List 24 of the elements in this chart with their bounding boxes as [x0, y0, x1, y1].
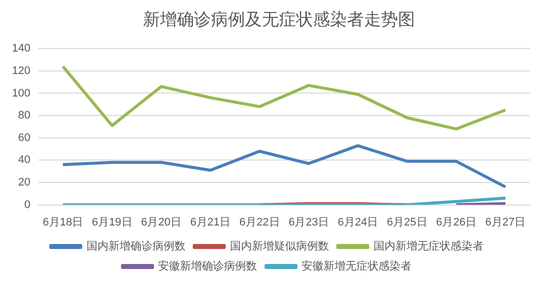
legend-label: 安徽新增无症状感染者: [302, 260, 412, 273]
legend-label: 国内新增确诊病例数: [86, 240, 186, 253]
x-tick-label: 6月21日: [190, 216, 231, 228]
x-tick-label: 6月26日: [436, 216, 476, 228]
legend-label: 国内新增疑似病例数: [230, 240, 329, 253]
y-tick-label: 60: [18, 132, 30, 144]
x-tick-label: 6月22日: [239, 216, 280, 228]
x-tick-label: 6月24日: [338, 216, 378, 228]
y-tick-label: 100: [12, 87, 30, 100]
y-tick-label: 120: [12, 64, 30, 77]
x-tick-label: 6月20日: [141, 216, 182, 228]
legend-label: 安徽新增确诊病例数: [158, 260, 257, 273]
x-tick-label: 6月19日: [92, 216, 132, 228]
y-tick-label: 0: [24, 198, 30, 211]
y-tick-label: 20: [18, 176, 30, 189]
x-tick-label: 6月18日: [42, 216, 84, 228]
x-tick-label: 6月27日: [485, 216, 526, 228]
x-tick-label: 6月25日: [386, 216, 428, 228]
chart-title: 新增确诊病例及无症状感染者走势图: [142, 9, 416, 31]
y-tick-label: 140: [12, 42, 30, 55]
y-tick-label: 80: [18, 110, 30, 122]
y-tick-label: 40: [18, 154, 30, 166]
legend-label: 国内新增无症状感染者: [373, 240, 484, 253]
x-tick-label: 6月23日: [288, 216, 329, 228]
